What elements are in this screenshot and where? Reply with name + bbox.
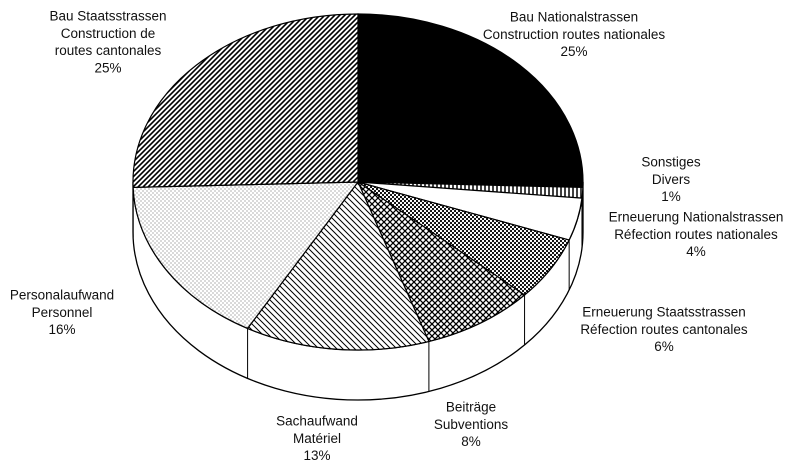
slice-label: Construction routes nationales [483,27,666,42]
pie-slice [132,13,359,188]
value-label: 8% [461,434,481,449]
slice-label: Construction de [61,26,156,41]
pie-slice [356,180,526,343]
slice-label: routes cantonales [55,43,162,58]
pie-slice [132,181,360,330]
slice-label: Personalaufwand [10,288,114,303]
slice-label: Erneuerung Staatsstrassen [582,305,746,320]
slice-label: Sachaufwand [276,414,358,429]
slice-label: Subventions [434,417,509,432]
slice-label: Personnel [32,305,93,320]
value-label: 25% [94,60,121,75]
slice-label: Sonstiges [641,155,701,170]
pie-slice [357,13,584,188]
slice-label: Divers [652,172,691,187]
slice-label: Bau Staatsstrassen [49,9,166,24]
slice-label: Réfection routes nationales [614,227,778,242]
value-label: 25% [560,44,587,59]
slice-label: Beiträge [446,400,496,415]
slice-label: Réfection routes cantonales [580,322,748,337]
value-label: 4% [686,244,706,259]
slice-label: Matériel [293,431,341,446]
pie-slice [246,180,430,351]
slice-label: Bau Nationalstrassen [510,10,638,25]
value-label: 1% [661,189,681,204]
value-label: 16% [48,322,75,337]
slice-label: Erneuerung Nationalstrassen [609,210,784,225]
value-label: 13% [303,448,330,463]
value-label: 6% [654,339,674,354]
